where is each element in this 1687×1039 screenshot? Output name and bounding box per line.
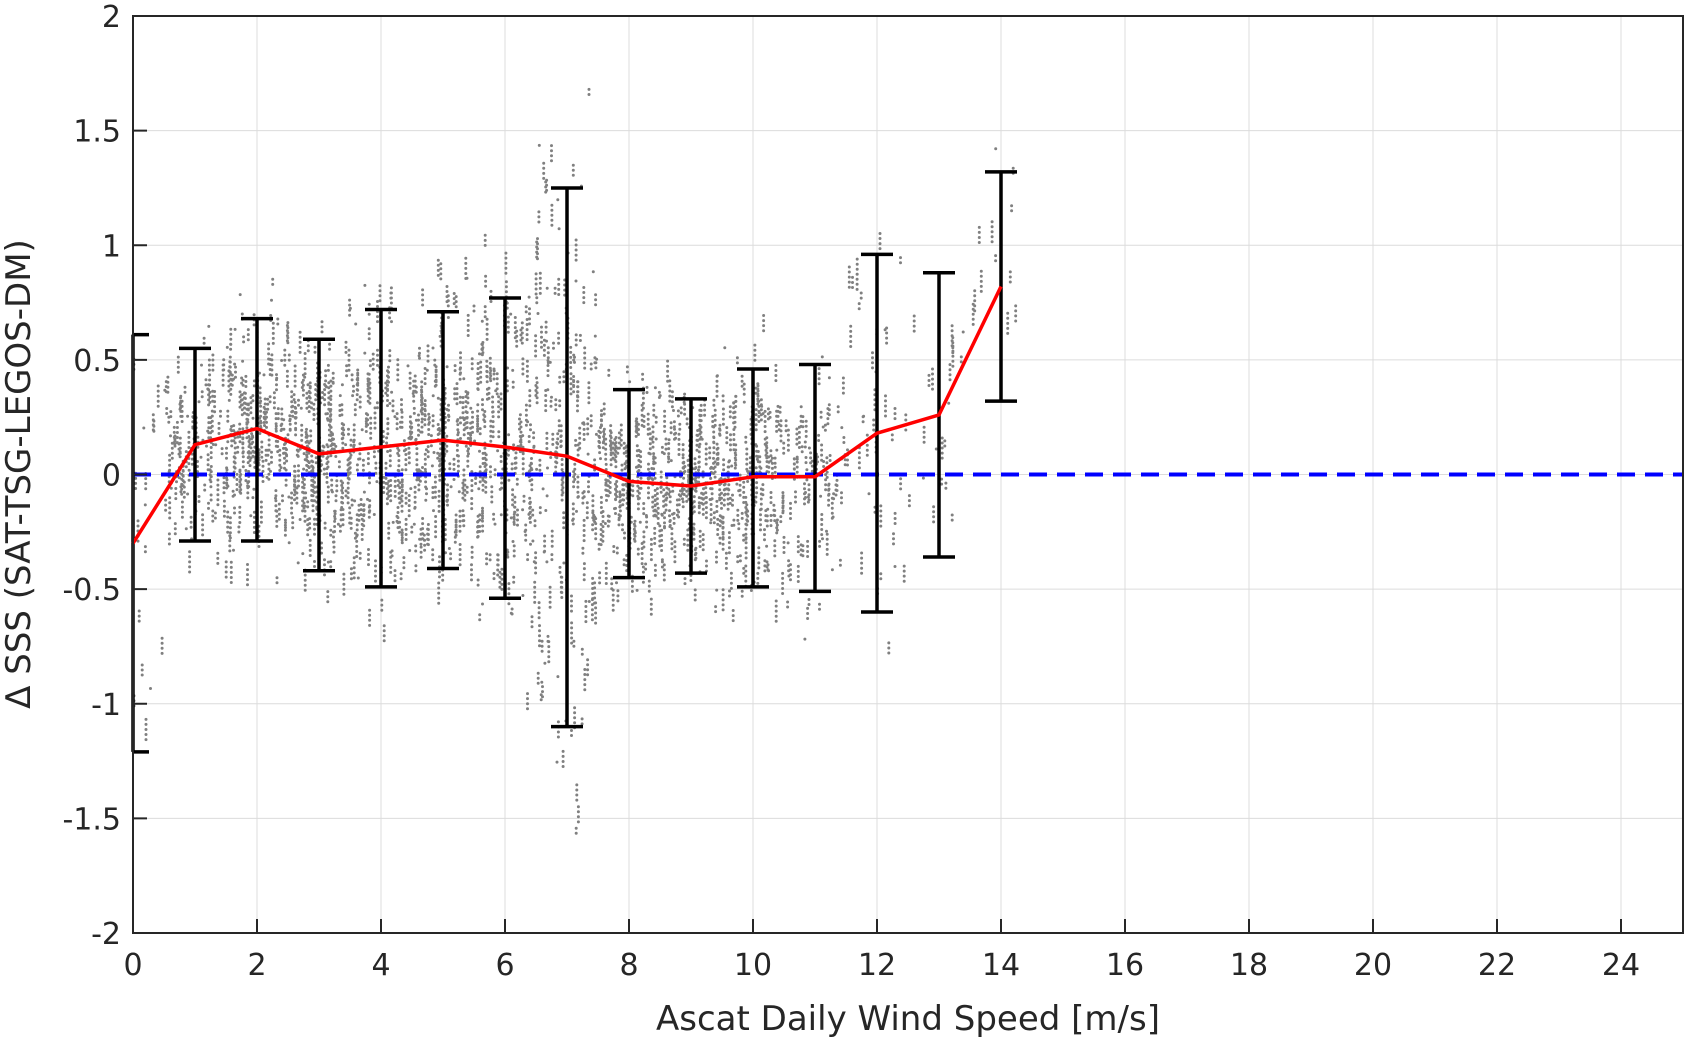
y-tick-label: -0.5 [62,573,121,608]
x-tick-label: 20 [1354,948,1392,983]
error-bar [613,387,645,580]
y-tick-label: 0.5 [73,344,121,379]
mean-polyline [131,285,1003,545]
x-tick-label: 14 [982,948,1020,983]
y-tick-label: 1 [102,229,121,264]
y-tick-label: 0 [102,459,121,494]
x-tick-label: 4 [371,948,390,983]
y-axis-label: Δ SSS (SAT-TSG-LEGOS-DM) [0,239,39,709]
x-tick-label: 10 [734,948,772,983]
y-tick-label: -2 [91,917,121,952]
x-tick-label: 22 [1478,948,1516,983]
x-axis-label: Ascat Daily Wind Speed [m/s] [656,999,1160,1039]
y-tick-label: 1.5 [73,115,121,150]
x-tick-label: 24 [1602,948,1640,983]
x-axis-ticks: 0 2 4 6 8 10 12 14 16 18 20 22 24 [123,919,1640,983]
x-tick-label: 8 [619,948,638,983]
x-tick-label: 16 [1106,948,1144,983]
mean-line [131,285,1003,545]
y-axis-ticks: -2 -1.5 -1 -0.5 0 0.5 1 1.5 2 [62,0,147,952]
x-tick-label: 2 [247,948,266,983]
y-tick-label: -1 [91,688,121,723]
y-tick-label: 2 [102,0,121,35]
x-tick-label: 12 [858,948,896,983]
x-tick-label: 0 [123,948,142,983]
x-tick-label: 18 [1230,948,1268,983]
x-tick-label: 6 [495,948,514,983]
y-tick-label: -1.5 [62,802,121,837]
